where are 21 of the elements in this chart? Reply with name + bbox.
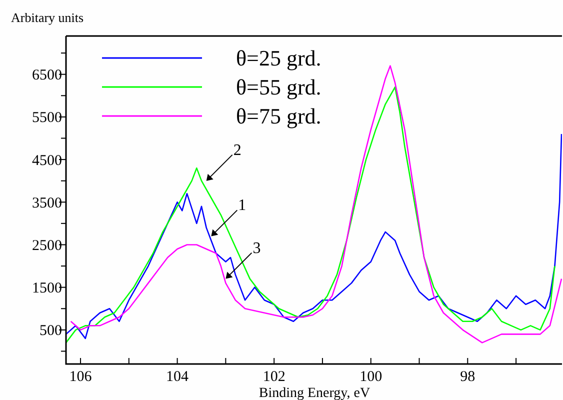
line-series (66, 133, 562, 340)
x-tick-label: 100 (360, 369, 382, 385)
annotation: 2 (233, 142, 242, 159)
legend-label: θ=55 grd. (236, 74, 322, 100)
x-tick-label: 102 (262, 369, 286, 385)
y-tick-label: 1500 (32, 280, 62, 297)
y-tick-label: 2500 (32, 238, 62, 254)
y-axis-title: Arbitary units (11, 10, 84, 25)
y-tick-label: 4500 (32, 152, 62, 169)
y-tick-label: 5500 (32, 110, 62, 126)
x-tick-label: 98 (460, 369, 476, 385)
legend-label: θ=75 grd. (236, 104, 322, 129)
annotation: 1 (238, 197, 246, 214)
legend-label: θ=25 grd. (236, 46, 322, 71)
y-tick-label: 6500 (32, 68, 62, 84)
y-tick-label: 500 (40, 323, 62, 340)
x-tick-label: 104 (166, 369, 190, 385)
annotation: 3 (252, 240, 261, 257)
x-tick-label: 106 (69, 369, 92, 385)
y-tick-label: 3500 (32, 195, 62, 212)
x-axis-title: Binding Energy, eV (258, 386, 370, 400)
